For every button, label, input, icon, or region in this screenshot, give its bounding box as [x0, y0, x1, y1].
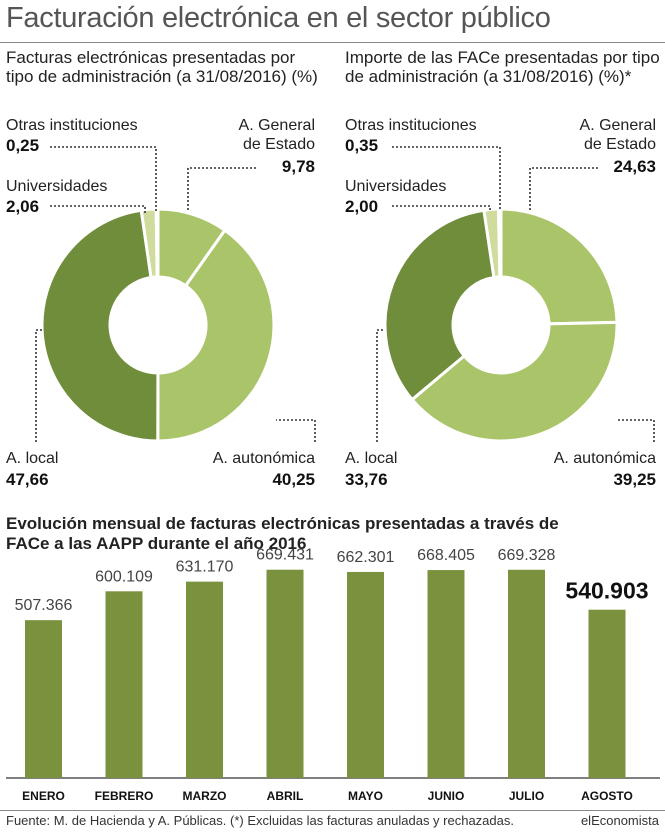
- donut2-slice-age: [499, 207, 619, 326]
- bar-marzo: [186, 581, 223, 778]
- donut1-age-value: 9,78: [281, 157, 315, 176]
- donut1-auton-value: 40,25: [272, 470, 315, 489]
- brand-logo-text: elEconomista: [580, 813, 659, 828]
- donut2-title: Importe de las FACe presentadas por tipo…: [345, 48, 660, 86]
- bar-chart-monthly: 507.366 ENERO 600.109 FEBRERO 631.170 MARZO 66…: [6, 547, 660, 803]
- donut1-local-value: 47,66: [6, 470, 49, 489]
- bar-value-label-agosto: 540.903: [565, 578, 648, 604]
- footer-divider: [0, 810, 665, 811]
- donut2-univ-value: 2,00: [345, 197, 379, 216]
- leader-line-0: [50, 146, 157, 212]
- title-divider: [0, 42, 665, 43]
- bar-enero: [25, 620, 62, 778]
- bar-value-label-junio: 668.405: [417, 547, 475, 564]
- leader-lines: [35, 146, 655, 442]
- donut2-slice-local: [383, 208, 496, 402]
- leader-line-7: [529, 167, 598, 212]
- bar-agosto: [588, 609, 626, 778]
- bar-category-label-agosto: AGOSTO: [581, 789, 633, 803]
- bar-category-label-marzo: MARZO: [183, 789, 227, 803]
- leader-line-1: [50, 205, 146, 214]
- leader-line-4: [276, 419, 316, 442]
- leader-line-3: [35, 329, 42, 442]
- page-title: Facturación electrónica en el sector púb…: [6, 2, 551, 34]
- donut2-otras-label: Otras instituciones: [345, 117, 477, 134]
- bar-category-label-febrero: FEBRERO: [95, 789, 154, 803]
- bar-value-label-marzo: 631.170: [176, 559, 234, 576]
- donut1-univ-label: Universidades: [6, 178, 108, 195]
- donut1-otras-value: 0,25: [6, 136, 40, 155]
- bar-category-label-julio: JULIO: [509, 789, 544, 803]
- bar-value-label-mayo: 662.301: [337, 549, 395, 566]
- donut1-age-label1: A. General: [238, 117, 315, 134]
- bar-febrero: [105, 591, 143, 778]
- donut1-age-label2: de Estado: [242, 136, 315, 153]
- bar-chart-title: Evolución mensual de facturas electrónic…: [6, 514, 559, 553]
- donut2-age-value: 24,63: [613, 157, 656, 176]
- bar-abril: [266, 569, 304, 778]
- bar-junio: [427, 570, 465, 778]
- donut2-univ-label: Universidades: [345, 178, 447, 195]
- donut-chart-invoices: [40, 207, 276, 443]
- bar-value-label-febrero: 600.109: [95, 568, 153, 585]
- donut2-otras-value: 0,35: [345, 136, 379, 155]
- donut2-slice-autonomica: [410, 320, 619, 443]
- donut1-slice-autonomica: [156, 228, 276, 443]
- leader-line-8: [376, 329, 385, 442]
- bar-mayo: [347, 571, 384, 778]
- donut2-slice-otras: [496, 207, 503, 279]
- donut1-slice-otras: [154, 207, 160, 279]
- source-note: Fuente: M. de Hacienda y A. Públicas. (*…: [6, 813, 514, 828]
- bar-julio: [508, 569, 545, 778]
- bar-value-label-abril: 669.431: [256, 547, 314, 564]
- donut1-auton-label: A. autonómica: [212, 450, 315, 467]
- bar-category-label-mayo: MAYO: [348, 789, 383, 803]
- bar-category-label-junio: JUNIO: [428, 789, 465, 803]
- donut1-title: Facturas electrónicas presentadas por ti…: [6, 48, 318, 86]
- bar-category-label-enero: ENERO: [22, 789, 65, 803]
- bar-value-label-enero: 507.366: [15, 597, 73, 614]
- leader-line-5: [392, 146, 501, 210]
- donut1-univ-value: 2,06: [6, 197, 40, 216]
- donut1-otras-label: Otras instituciones: [6, 117, 138, 134]
- donut2-auton-value: 39,25: [613, 470, 656, 489]
- bar-value-label-julio: 669.328: [498, 547, 556, 564]
- leader-line-6: [392, 205, 491, 212]
- donut2-local-label: A. local: [345, 450, 398, 467]
- donut2-age-label2: de Estado: [583, 136, 656, 153]
- donut1-slice-local: [40, 208, 160, 443]
- donut-chart-amount: [383, 207, 619, 443]
- donut2-auton-label: A. autonómica: [553, 450, 656, 467]
- leader-line-2: [187, 167, 256, 212]
- donut2-age-label1: A. General: [579, 117, 656, 134]
- leader-line-9: [618, 419, 655, 442]
- donut1-local-label: A. local: [6, 450, 59, 467]
- donut2-local-value: 33,76: [345, 470, 388, 489]
- bar-category-label-abril: ABRIL: [267, 789, 304, 803]
